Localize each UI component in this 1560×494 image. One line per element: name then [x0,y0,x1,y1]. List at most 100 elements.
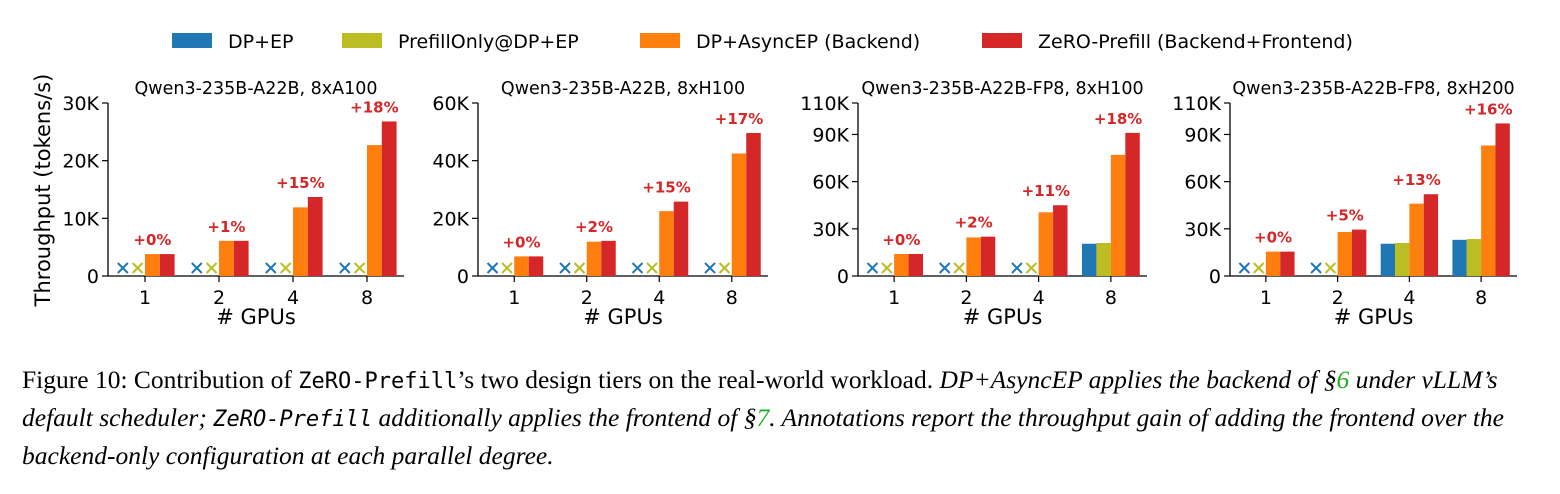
y-tick-label: 0 [837,266,849,288]
x-axis-label: # GPUs [963,305,1043,329]
x-tick-label: 8 [1105,287,1117,309]
y-tick-label: 30K [62,93,99,115]
gain-annotation: +15% [276,174,324,192]
gain-annotation: +13% [1392,171,1440,189]
missing-marker-stroke [205,262,218,274]
bar-dp-asyncep-backend [966,237,981,276]
gain-annotation: +0% [882,231,920,249]
bar-zero-prefill-backend-frontend [908,253,924,276]
panel-1: Qwen3-235B-A22B, 8xA100 0 10K 20K 30K 1 +0% 2 +1… [62,79,404,329]
missing-marker-stroke [704,262,716,274]
bar-zero-prefill-backend-frontend [1280,251,1295,276]
missing-marker-stroke [1011,262,1023,274]
bar-prefillonly-dp-ep [1096,242,1111,276]
x-tick-label: 4 [1033,287,1045,309]
caption-middle: ’s two design tiers on the real-world wo… [457,365,940,394]
x-tick-label: 2 [1332,287,1344,309]
bar-dp-ep [1081,243,1097,276]
x-tick-label: 4 [287,287,299,309]
gain-annotation: +2% [955,214,993,232]
missing-marker-stroke [191,262,203,274]
missing-marker-stroke [1238,262,1251,274]
y-tick-label: 0 [1209,266,1221,288]
gain-annotation: +11% [1022,182,1070,200]
missing-marker-prefillonly-dp-ep [573,262,586,274]
gain-annotation: +18% [350,98,398,116]
missing-marker-stroke [938,262,951,274]
x-tick-label: 1 [508,287,520,309]
missing-marker-stroke [646,262,658,274]
x-tick-label: 2 [213,287,225,309]
missing-marker-stroke [279,262,292,274]
y-tick-label: 110K [800,93,849,115]
bar-prefillonly-dp-ep [1466,239,1482,276]
missing-marker-stroke [881,262,893,274]
bar-dp-asyncep-backend [586,241,602,276]
bar-dp-asyncep-backend [219,240,234,276]
legend-label-zero-prefill-backend-frontend: ZeRO-Prefill (Backend+Frontend) [1038,31,1353,53]
bar-zero-prefill-backend-frontend [673,201,689,276]
figure-caption: Figure 10: Contribution of ZeRO-Prefill’… [22,362,1542,474]
missing-marker-prefillonly-dp-ep [881,262,893,274]
missing-marker-stroke [718,262,731,274]
bar-prefillonly-dp-ep [1395,242,1410,276]
missing-marker-stroke [131,262,144,274]
x-tick-label: 4 [653,287,665,309]
missing-marker-prefillonly-dp-ep [501,262,513,274]
bar-zero-prefill-backend-frontend [1423,194,1439,276]
missing-marker-stroke [866,262,879,274]
bar-zero-prefill-backend-frontend [1053,205,1068,276]
missing-marker-stroke [1324,262,1337,274]
missing-marker-dp-ep [339,262,351,274]
bar-zero-prefill-backend-frontend [1495,123,1510,276]
missing-marker-dp-ep [265,262,277,274]
legend: DP+EP PrefillOnly@DP+EP DP+AsyncEP (Backen… [172,31,1353,53]
missing-marker-dp-ep [704,262,716,274]
caption-system-name-2: ZeRO-Prefill [213,407,373,432]
missing-marker-stroke [353,262,366,274]
bar-dp-asyncep-backend [1110,154,1126,276]
missing-marker-prefillonly-dp-ep [279,262,292,274]
figure-10-chart: DP+EP PrefillOnly@DP+EP DP+AsyncEP (Backen… [31,31,1517,329]
x-tick-label: 1 [1260,287,1272,309]
missing-marker-dp-ep [938,262,951,274]
missing-marker-dp-ep [631,262,644,274]
missing-marker-stroke [339,262,351,274]
x-axis-label: # GPUs [216,305,296,329]
missing-marker-prefillonly-dp-ep [718,262,731,274]
y-tick-label: 0 [457,266,469,288]
missing-marker-dp-ep [486,262,499,274]
gain-annotation: +0% [1254,229,1292,247]
caption-italic-4: . Annotations report the throughput gain… [22,403,1504,470]
bar-zero-prefill-backend-frontend [528,256,544,276]
bar-dp-asyncep-backend [731,153,747,276]
missing-marker-prefillonly-dp-ep [1324,262,1337,274]
y-tick-label: 20K [432,208,469,230]
gain-annotation: +5% [1326,207,1364,225]
caption-section-ref-7[interactable]: 7 [756,403,770,432]
gain-annotation: +0% [502,233,540,251]
gain-annotation: +1% [207,218,245,236]
missing-marker-stroke [1310,262,1322,274]
missing-marker-prefillonly-dp-ep [205,262,218,274]
bar-zero-prefill-backend-frontend [307,196,323,276]
y-tick-label: 20K [62,151,99,173]
bar-zero-prefill-backend-frontend [159,254,175,276]
bar-dp-asyncep-backend [367,145,382,276]
bar-dp-ep [1452,239,1467,276]
bar-dp-ep [1380,243,1396,276]
legend-swatch-prefillonly-dp-ep [342,33,382,48]
gain-annotation: +17% [715,110,763,128]
x-tick-label: 8 [361,287,373,309]
panel-title: Qwen3-235B-A22B-FP8, 8xH100 [861,79,1143,99]
bar-zero-prefill-backend-frontend [1351,229,1367,276]
gain-annotation: +16% [1464,100,1512,118]
legend-label-prefillonly-dp-ep: PrefillOnly@DP+EP [398,31,579,53]
caption-section-ref-6[interactable]: 6 [1336,365,1350,394]
y-tick-label: 110K [1172,93,1221,115]
y-tick-label: 90K [812,124,849,146]
y-tick-label: 60K [812,172,849,194]
x-tick-label: 2 [581,287,593,309]
x-tick-label: 4 [1403,287,1415,309]
y-tick-label: 0 [87,266,99,288]
